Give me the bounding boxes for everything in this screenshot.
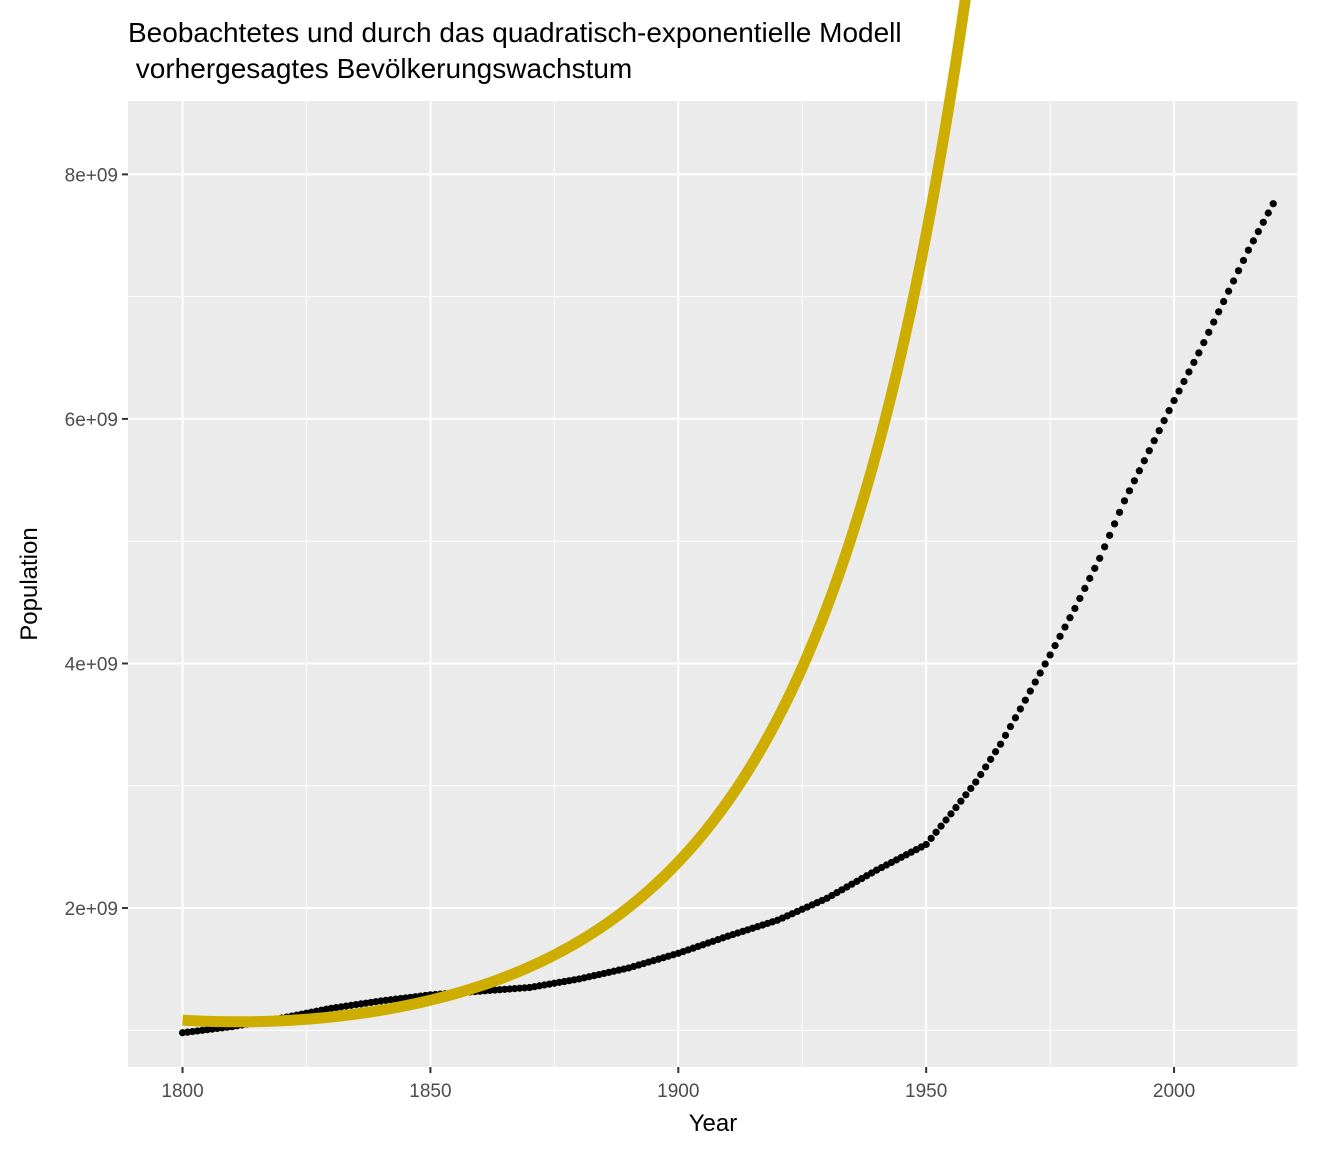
observed-point: [1239, 256, 1248, 265]
observed-point: [1165, 407, 1173, 415]
observed-point: [1041, 660, 1049, 668]
observed-point: [947, 810, 955, 818]
observed-point: [1056, 632, 1064, 640]
x-axis-title: Year: [689, 1110, 738, 1137]
observed-point: [1234, 267, 1243, 275]
observed-point: [1150, 437, 1158, 445]
observed-point: [1145, 447, 1153, 455]
observed-point: [1220, 297, 1228, 306]
observed-point: [952, 803, 960, 812]
observed-point: [1026, 687, 1034, 695]
observed-point: [967, 784, 975, 793]
observed-point: [1091, 564, 1099, 572]
model-curve: [181, 0, 971, 1028]
observed-point: [1096, 554, 1104, 562]
observed-point: [1254, 227, 1262, 236]
observed-point: [1106, 531, 1114, 539]
plot-panel: [128, 101, 1298, 1067]
chart-subtitle: vorhergesagtes Bevölkerungswachstum: [128, 53, 632, 84]
observed-point: [991, 748, 1000, 756]
observed-point: [982, 763, 990, 771]
observed-point: [1160, 417, 1168, 425]
grid-minor: [128, 101, 1299, 1067]
x-tick-label: 2000: [1153, 1081, 1195, 1102]
observed-point: [1110, 520, 1119, 528]
x-axis: 1800 1850 1900 1950 2000: [161, 1067, 1195, 1102]
observed-point: [1115, 508, 1124, 516]
observed-point: [1006, 722, 1015, 731]
observed-point: [1120, 497, 1129, 505]
y-tick-label: 2e+09: [65, 899, 118, 920]
observed-point: [1081, 584, 1089, 593]
observed-point: [1135, 467, 1143, 475]
observed-point: [972, 778, 980, 786]
observed-point: [1021, 696, 1029, 704]
y-tick-label: 8e+09: [65, 165, 118, 186]
observed-point: [1101, 543, 1109, 551]
observed-point: [1190, 358, 1198, 367]
y-axis-title: Population: [16, 527, 43, 640]
observed-point: [932, 828, 940, 836]
observed-point: [1016, 705, 1024, 713]
observed-series: [178, 200, 1277, 1037]
observed-point: [1066, 614, 1074, 622]
observed-point: [1264, 209, 1272, 217]
observed-point: [1086, 574, 1094, 582]
observed-point: [1195, 349, 1203, 357]
observed-point: [1249, 237, 1257, 245]
observed-point: [1011, 714, 1020, 722]
observed-point: [1155, 427, 1163, 435]
chart-title: Beobachtetes und durch das quadratisch-e…: [128, 17, 902, 48]
observed-point: [1185, 368, 1193, 376]
observed-point: [927, 834, 935, 842]
observed-point: [1170, 396, 1178, 405]
y-tick-label: 6e+09: [65, 410, 118, 431]
observed-point: [1001, 731, 1010, 739]
observed-point: [1229, 277, 1238, 285]
observed-point: [1051, 642, 1059, 650]
observed-point: [937, 822, 945, 830]
observed-point: [1076, 594, 1084, 603]
observed-point: [1046, 651, 1054, 659]
observed-point: [1215, 308, 1223, 316]
observed-point: [942, 816, 950, 824]
observed-point: [1031, 678, 1039, 686]
observed-point: [1180, 377, 1188, 386]
observed-point: [1210, 318, 1218, 326]
observed-point: [1205, 328, 1213, 336]
observed-point: [987, 755, 995, 763]
y-axis: 2e+09 4e+09 6e+09 8e+09: [65, 165, 128, 920]
observed-point: [1269, 200, 1277, 208]
observed-point: [1244, 246, 1253, 254]
observed-point: [957, 797, 965, 805]
observed-point: [996, 740, 1005, 748]
observed-point: [977, 770, 985, 779]
observed-point: [1259, 218, 1267, 226]
x-tick-label: 1850: [409, 1081, 451, 1102]
observed-point: [1224, 287, 1233, 295]
x-tick-label: 1800: [161, 1081, 203, 1102]
observed-point: [1175, 387, 1183, 395]
observed-point: [962, 791, 970, 799]
observed-point: [1140, 457, 1148, 465]
observed-point: [1130, 477, 1138, 485]
observed-point: [922, 840, 930, 849]
observed-point: [1200, 339, 1208, 347]
grid-major: [128, 101, 1298, 1067]
x-tick-label: 1900: [657, 1081, 699, 1102]
observed-point: [1061, 623, 1069, 631]
observed-point: [1071, 604, 1079, 613]
x-tick-label: 1950: [905, 1081, 947, 1102]
observed-point: [1125, 487, 1134, 495]
y-tick-label: 4e+09: [65, 654, 118, 675]
observed-point: [1036, 669, 1044, 677]
